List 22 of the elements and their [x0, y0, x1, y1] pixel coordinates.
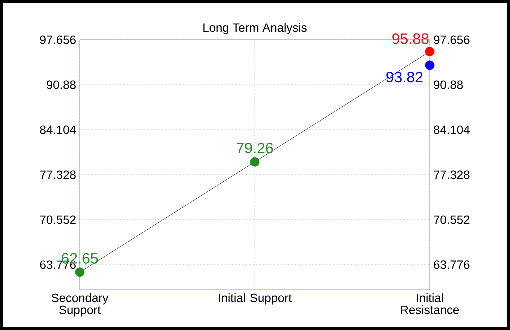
point	[425, 60, 435, 70]
data-label: 93.82	[386, 72, 423, 83]
y-tick-label: 97.656	[40, 36, 76, 44]
point	[250, 157, 260, 167]
chart-title: Long Term Analysis	[204, 23, 307, 34]
y-tick-label: 77.328	[40, 170, 76, 180]
y2-tick-label: 70.552	[434, 216, 470, 224]
x-tick-label: Initial Resistance	[401, 294, 460, 314]
y2-tick-label: 97.656	[434, 36, 470, 44]
y2-tick-label: 77.328	[434, 170, 470, 180]
y2-tick-label: 84.104	[434, 126, 470, 134]
y-tick-label: 90.88	[47, 80, 76, 90]
y-tick-label: 70.552	[40, 216, 76, 224]
y2-tick-label: 90.88	[434, 80, 464, 90]
x-tick-label: Initial Support	[219, 294, 292, 305]
point	[75, 268, 85, 278]
x-tick-label: Secondary Support	[52, 294, 109, 317]
data-label: 95.88	[392, 34, 429, 44]
y2-tick-label: 63.776	[434, 260, 470, 270]
y-tick-label: 84.104	[40, 126, 76, 134]
point	[425, 47, 435, 56]
data-label: 79.26	[237, 142, 274, 154]
